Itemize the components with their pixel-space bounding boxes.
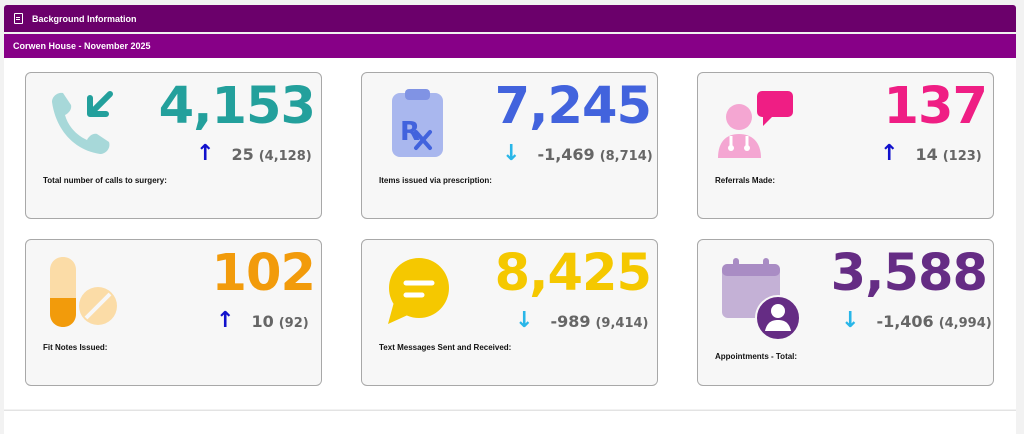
stat-value: 102 [211,244,316,303]
panel-footer [4,410,1016,434]
stat-card-text-messages: 8,425 ↓ -989 (9,414) Text Messages Sent … [361,239,658,386]
stat-delta: 10 [251,312,274,331]
stat-change: ↑ 10 (92) [216,308,309,333]
stat-card-calls: 4,153 ↑ 25 (4,128) Total number of calls… [25,72,322,219]
stat-previous: (9,414) [595,316,649,331]
up-arrow-icon: ↑ [880,141,899,166]
stat-label: Text Messages Sent and Received: [379,343,512,352]
stat-previous: (123) [942,149,982,164]
practice-header: Corwen House - November 2025 [4,34,1016,58]
svg-text:R: R [400,117,420,147]
stat-label: Total number of calls to surgery: [43,176,167,185]
stat-change: ↑ 14 (123) [880,141,982,166]
stat-previous: (4,128) [258,149,312,164]
section-header[interactable]: Background Information [4,5,1016,32]
stat-previous: (4,994) [938,316,992,331]
stat-label: Referrals Made: [715,176,776,185]
pills-icon [50,257,117,327]
stat-value: 137 [883,77,988,136]
stat-change: ↓ -1,469 (8,714) [502,141,653,166]
practice-title: Corwen House - November 2025 [13,41,151,51]
stat-card-prescriptions: R 7,245 ↓ -1,469 (8,714) Items issued vi… [361,72,658,219]
stat-change: ↑ 25 (4,128) [196,141,312,166]
down-arrow-icon: ↓ [502,141,521,166]
stat-delta: 25 [231,145,254,164]
stat-previous: (92) [278,316,309,331]
calendar-user-icon [722,258,801,341]
stat-value: 7,245 [494,77,652,136]
up-arrow-icon: ↑ [196,141,215,166]
prescription-icon: R [392,89,443,157]
stat-label: Appointments - Total: [715,352,798,361]
stat-change: ↓ -1,406 (4,994) [841,308,992,333]
stat-label: Fit Notes Issued: [43,343,108,352]
stat-value: 8,425 [494,244,652,303]
stat-delta: -989 [550,312,591,331]
up-arrow-icon: ↑ [216,308,235,333]
stat-card-fit-notes: 102 ↑ 10 (92) Fit Notes Issued: [25,239,322,386]
stat-card-referrals: 137 ↑ 14 (123) Referrals Made: [697,72,994,219]
stat-card-appointments: 3,588 ↓ -1,406 (4,994) Appointments - To… [697,239,994,386]
doctor-chat-icon [718,91,793,158]
section-title: Background Information [32,13,137,24]
message-bubble-icon [388,258,449,324]
stat-change: ↓ -989 (9,414) [515,308,649,333]
document-icon [14,13,23,24]
stat-value: 4,153 [158,77,316,136]
stat-label: Items issued via prescription: [379,176,492,185]
stat-delta: -1,406 [876,312,934,331]
down-arrow-icon: ↓ [841,308,860,333]
phone-incoming-icon [52,91,113,154]
stat-value: 3,588 [830,244,988,303]
stat-delta: -1,469 [537,145,595,164]
down-arrow-icon: ↓ [515,308,534,333]
stat-delta: 14 [915,145,938,164]
stat-previous: (8,714) [599,149,653,164]
